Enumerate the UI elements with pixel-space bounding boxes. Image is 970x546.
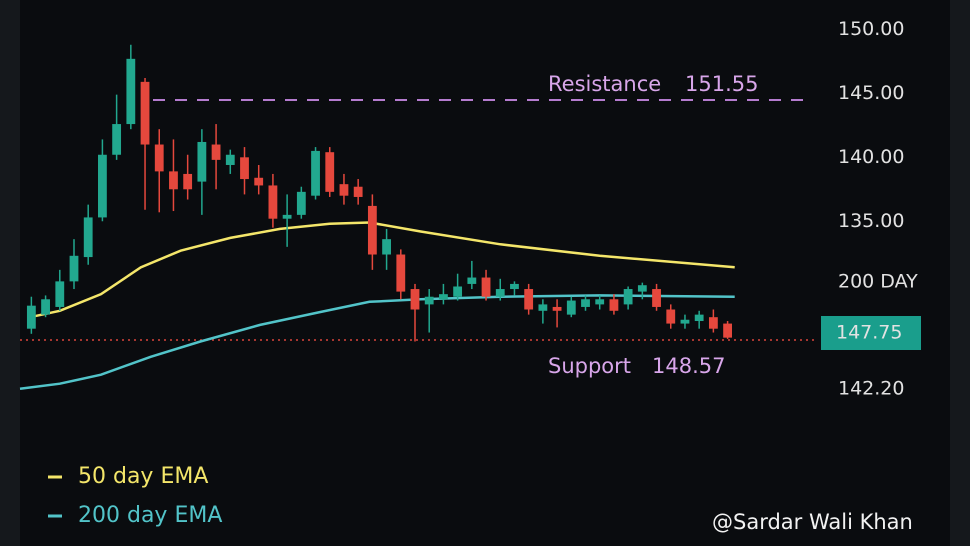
candle-body [566, 300, 576, 315]
candle-body [623, 289, 633, 305]
candle-body [694, 314, 704, 322]
candle-body [169, 171, 178, 190]
candle-body [524, 289, 534, 310]
y-tick-label: 135.00 [838, 210, 904, 232]
candle-body [453, 286, 463, 297]
candle-body [154, 144, 164, 172]
left-edge [0, 0, 20, 546]
candle-body [666, 309, 676, 324]
candle-body [126, 58, 136, 125]
candle-body [183, 173, 193, 190]
side-label: 200 DAY [838, 271, 918, 293]
candle-body [552, 306, 562, 311]
y-tick-label: 140.00 [838, 146, 904, 168]
candle-body [311, 150, 320, 196]
candle-body [637, 285, 647, 292]
candle-body [723, 323, 732, 338]
candle-body [424, 296, 434, 305]
candle-body [410, 289, 420, 310]
candle-body [41, 299, 50, 315]
candle-body [325, 152, 335, 192]
candle-body [396, 254, 406, 292]
candle-body [581, 299, 590, 307]
candle-body [538, 304, 548, 311]
candle-body [112, 124, 122, 155]
candle-body [268, 185, 278, 219]
candle-body [439, 294, 448, 300]
support-label: Support [548, 354, 631, 378]
candle-body [467, 277, 477, 284]
candle-body [197, 141, 207, 182]
candle-body [296, 191, 306, 215]
candle-body [595, 299, 605, 305]
candle-body [69, 255, 79, 282]
candle-body [254, 177, 264, 186]
resistance-level: 151.55 [685, 72, 758, 96]
ema-line [19, 294, 735, 391]
candle-body [680, 319, 690, 324]
candle-body [495, 289, 505, 297]
right-edge [950, 0, 970, 546]
support-level: 148.57 [652, 354, 725, 378]
ema-line [29, 221, 735, 319]
candle-body [240, 157, 249, 180]
candle-body [609, 299, 619, 311]
resistance-label: Resistance [548, 72, 661, 96]
candle-body [510, 283, 519, 290]
candle-body [367, 205, 377, 255]
legend-label: 200 day EMA [78, 503, 222, 528]
candle-body [339, 184, 349, 196]
candle-body [282, 214, 292, 219]
side-label: 142.20 [838, 378, 904, 400]
candle-body [55, 281, 65, 307]
legend-label: 50 day EMA [78, 464, 208, 489]
candle-body [353, 186, 363, 197]
candle-body [98, 154, 107, 218]
y-tick-label: 145.00 [838, 82, 904, 104]
candle-body [225, 154, 235, 165]
watermark: @Sardar Wali Khan [712, 510, 913, 534]
candle-body [26, 305, 36, 329]
candle-body [382, 239, 391, 255]
candle-body [708, 317, 718, 329]
candle-body [481, 277, 491, 297]
candle-body [652, 289, 661, 307]
candle-body [140, 81, 150, 145]
side-label: 147.75 [836, 322, 902, 344]
y-tick-label: 150.00 [838, 18, 904, 40]
price-badge [821, 316, 921, 350]
candle-body [211, 144, 221, 160]
candle-body [83, 217, 93, 258]
